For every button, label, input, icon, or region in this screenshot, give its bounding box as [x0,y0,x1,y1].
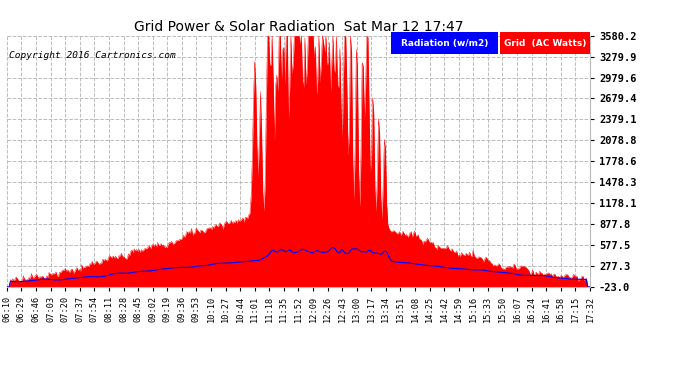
Text: Copyright 2016 Cartronics.com: Copyright 2016 Cartronics.com [9,51,176,60]
Text: Grid  (AC Watts): Grid (AC Watts) [504,39,586,48]
Title: Grid Power & Solar Radiation  Sat Mar 12 17:47: Grid Power & Solar Radiation Sat Mar 12 … [134,21,463,34]
Text: Radiation (w/m2): Radiation (w/m2) [401,39,489,48]
